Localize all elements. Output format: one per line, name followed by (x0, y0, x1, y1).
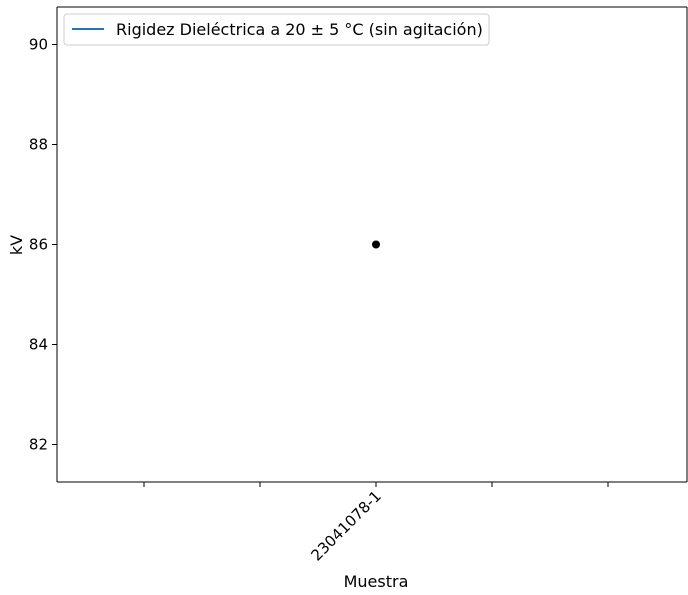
y-axis-label: kV (7, 235, 26, 255)
legend-box (63, 13, 490, 46)
y-tick-label: 90 (29, 36, 48, 54)
x-tick-label: 23041078-1 (308, 487, 385, 564)
legend-label: Rigidez Dieléctrica a 20 ± 5 °C (sin agi… (116, 20, 483, 39)
x-axis: 23041078-1 (143, 482, 609, 564)
legend: Rigidez Dieléctrica a 20 ± 5 °C (sin agi… (63, 13, 490, 46)
x-axis-label: Muestra (344, 572, 409, 591)
y-tick-label: 86 (29, 236, 48, 254)
y-tick-label: 88 (29, 136, 48, 154)
data-point (372, 240, 380, 249)
data-points (372, 240, 380, 249)
y-tick-label: 84 (29, 336, 48, 354)
y-axis: 82 84 86 88 90 (29, 36, 57, 454)
y-tick-label: 82 (29, 436, 48, 454)
